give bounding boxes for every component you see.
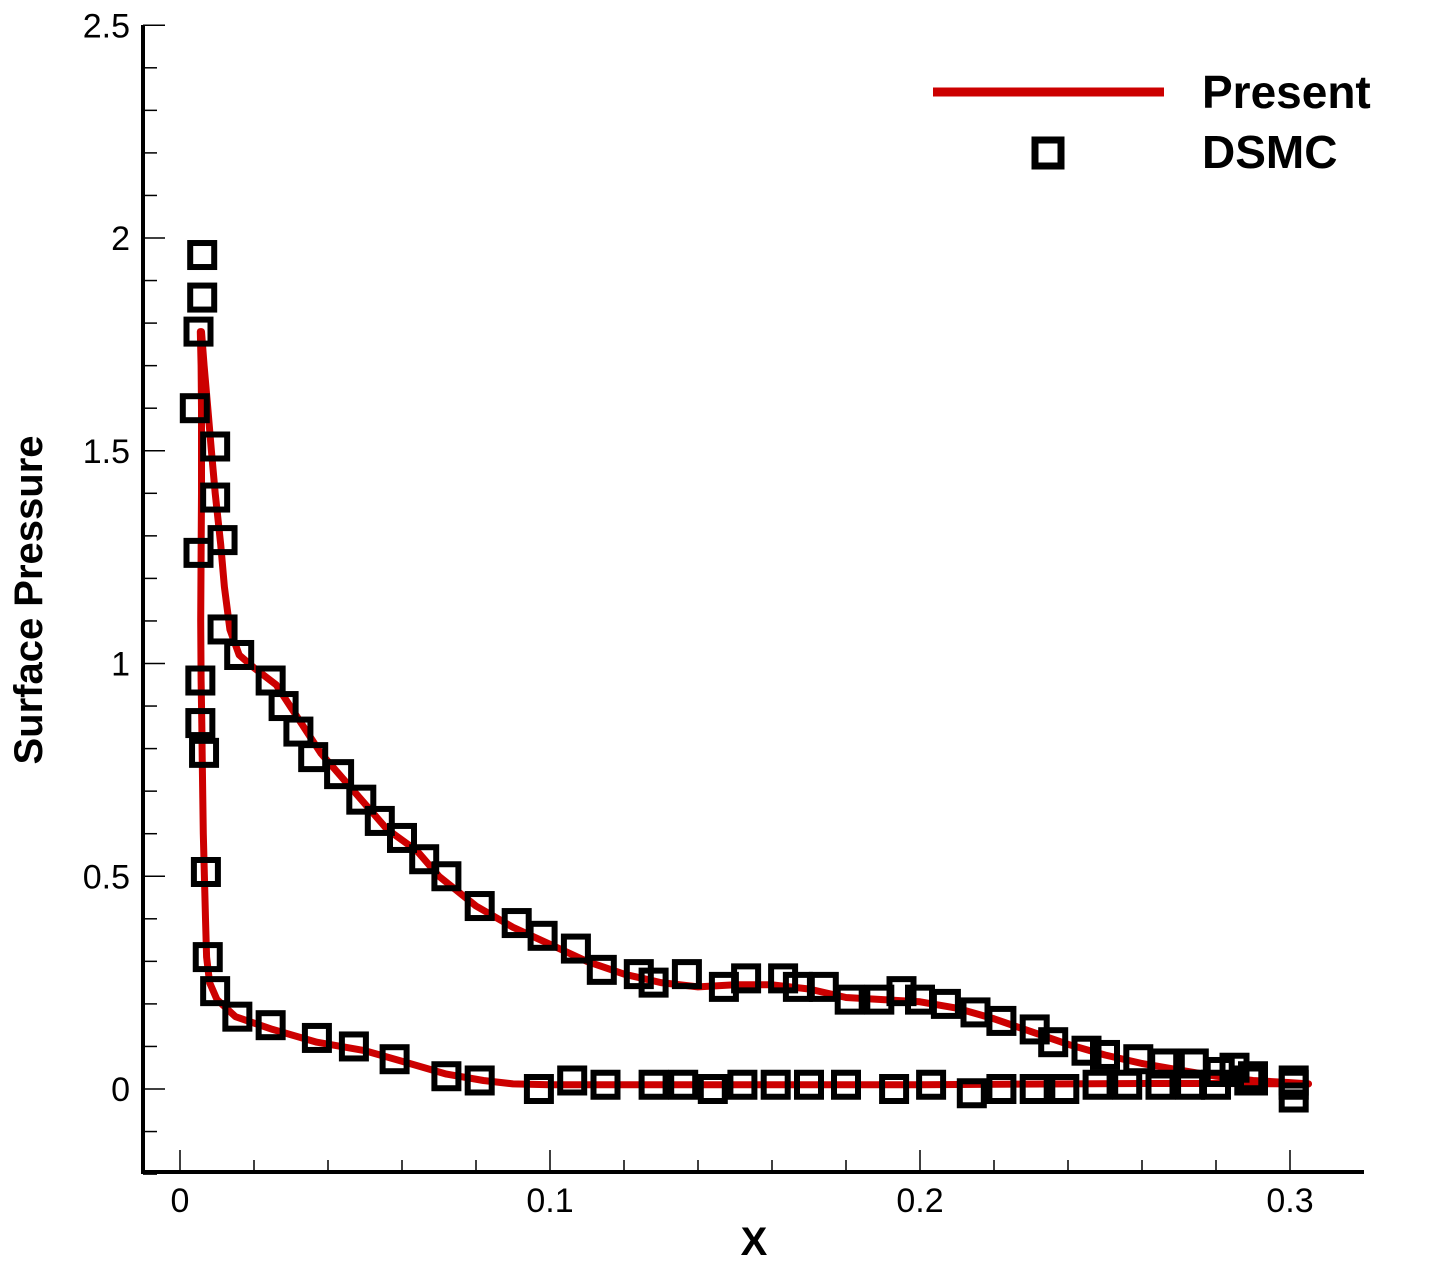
dsmc-marker: [200, 976, 231, 1007]
dsmc-marker: [527, 920, 558, 951]
dsmc-marker: [1082, 1069, 1113, 1100]
dsmc-marker: [916, 1069, 947, 1100]
dsmc-marker: [930, 988, 961, 1019]
dsmc-marker: [179, 393, 210, 424]
legend-dsmc-swatch: [1031, 136, 1065, 170]
dsmc-marker: [1234, 1065, 1265, 1096]
dsmc-marker: [346, 784, 377, 815]
dsmc-marker: [671, 959, 702, 990]
legend: Present DSMC: [933, 66, 1371, 178]
dsmc-marker: [431, 861, 462, 892]
dsmc-marker: [192, 942, 223, 973]
dsmc-marker: [222, 1001, 253, 1032]
dsmc-marker: [187, 282, 218, 313]
dsmc-marker: [1201, 1069, 1231, 1100]
x-tick-labels: 0 0.1 0.2 0.3: [171, 1182, 1314, 1220]
dsmc-marker: [727, 1069, 758, 1100]
dsmc-marker: [207, 614, 238, 645]
dsmc-marker: [255, 1010, 286, 1041]
dsmc-marker: [185, 665, 216, 696]
dsmc-marker: [794, 1069, 824, 1100]
dsmc-marker: [183, 537, 214, 568]
dsmc-marker: [1071, 1035, 1102, 1066]
dsmc-marker: [298, 742, 329, 773]
x-tick-label: 0.1: [526, 1182, 573, 1220]
y-tick-label: 1: [111, 646, 130, 684]
dsmc-marker: [638, 967, 669, 998]
dsmc-marker: [324, 759, 355, 790]
dsmc-marker: [1145, 1069, 1176, 1100]
dsmc-marker: [338, 1031, 369, 1062]
axis-ticks: [143, 24, 1291, 1175]
dsmc-marker: [379, 1044, 410, 1075]
dsmc-marker: [183, 316, 214, 347]
dsmc-marker: [586, 954, 617, 985]
dsmc-marker: [956, 1078, 987, 1109]
y-tick-label: 2: [111, 220, 130, 258]
dsmc-marker: [731, 963, 762, 994]
dsmc-marker: [760, 1069, 791, 1100]
dsmc-marker: [590, 1069, 621, 1100]
dsmc-marker: [200, 482, 231, 513]
dsmc-marker: [409, 844, 440, 875]
y-tick-label: 0.5: [83, 858, 130, 896]
dsmc-marker: [1112, 1069, 1143, 1100]
dsmc-marker: [668, 1069, 699, 1100]
dsmc-marker: [190, 856, 221, 887]
dsmc-marker: [886, 976, 917, 1007]
legend-present-label: Present: [1202, 66, 1371, 118]
x-axis-title: X: [741, 1220, 768, 1264]
x-tick-label: 0: [171, 1182, 190, 1220]
y-tick-label: 1.5: [83, 433, 130, 471]
y-tick-label: 0: [111, 1071, 130, 1109]
dsmc-marker: [187, 240, 218, 271]
dsmc-marker: [879, 1074, 910, 1104]
legend-dsmc-label: DSMC: [1202, 126, 1337, 178]
dsmc-marker: [200, 431, 231, 462]
x-tick-label: 0.2: [896, 1182, 943, 1220]
dsmc-marker: [464, 891, 495, 922]
dsmc-marker: [189, 737, 220, 768]
dsmc-marker: [1090, 1039, 1120, 1070]
dsmc-series: [179, 240, 1309, 1113]
dsmc-marker: [301, 1022, 332, 1053]
dsmc-marker: [560, 933, 591, 964]
dsmc-marker: [986, 1005, 1017, 1036]
y-axis-title: Surface Pressure: [7, 435, 51, 764]
dsmc-marker: [185, 708, 216, 739]
dsmc-marker: [364, 805, 395, 836]
dsmc-marker: [1049, 1074, 1080, 1104]
x-tick-label: 0.3: [1266, 1182, 1313, 1220]
dsmc-marker: [831, 1069, 861, 1100]
y-tick-labels: 0 0.5 1 1.5 2 2.5: [83, 7, 130, 1109]
dsmc-marker: [1038, 1027, 1069, 1058]
dsmc-marker: [1278, 1082, 1309, 1113]
dsmc-marker: [1019, 1074, 1050, 1104]
dsmc-marker: [1278, 1065, 1309, 1096]
dsmc-marker: [557, 1065, 588, 1096]
dsmc-marker: [523, 1074, 554, 1104]
dsmc-marker: [697, 1074, 728, 1104]
dsmc-marker: [986, 1074, 1017, 1104]
dsmc-marker: [387, 822, 417, 853]
dsmc-marker: [224, 639, 255, 670]
present-line: [196, 328, 1312, 1089]
dsmc-marker: [464, 1065, 495, 1096]
y-tick-label: 2.5: [83, 7, 130, 45]
dsmc-marker: [638, 1069, 669, 1100]
dsmc-marker: [431, 1061, 462, 1092]
dsmc-marker: [834, 984, 865, 1015]
